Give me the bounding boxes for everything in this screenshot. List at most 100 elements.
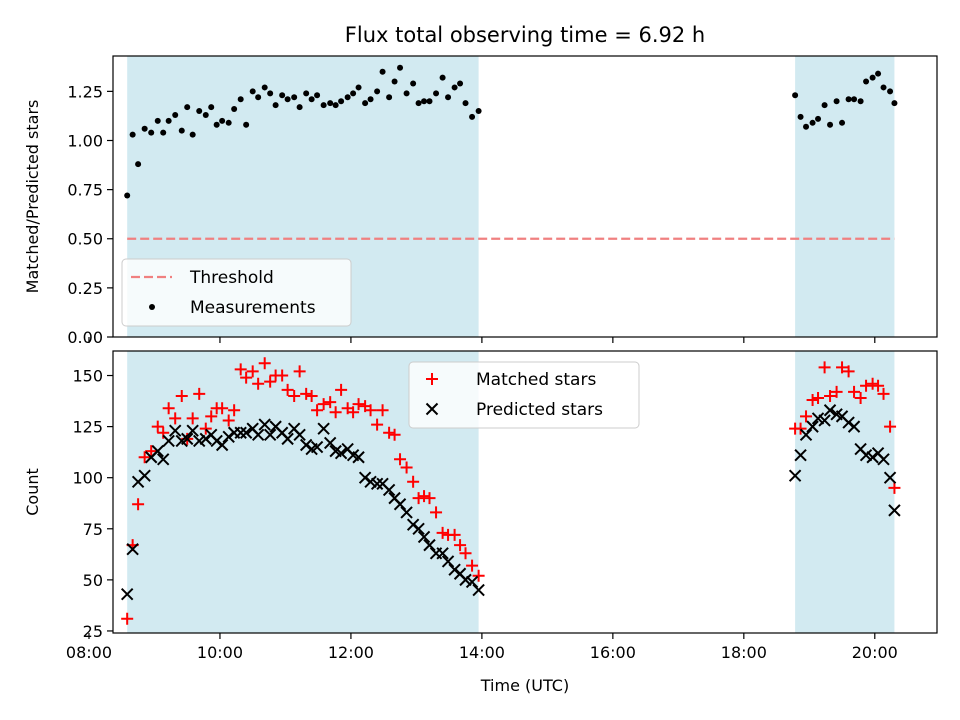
matched-star-point — [812, 392, 825, 404]
matched-star-point — [824, 389, 837, 402]
y-axis-label: Matched/Predicted stars — [23, 100, 42, 294]
matched-star-point — [293, 365, 306, 378]
predicted-star-point — [293, 428, 306, 441]
matched-star-point — [423, 492, 436, 505]
measurement-point — [154, 117, 161, 124]
predicted-star-point — [465, 575, 479, 589]
measurement-point — [875, 70, 882, 77]
matched-star-point — [186, 412, 199, 425]
measurement-point — [135, 161, 142, 168]
predicted-star-point — [436, 547, 449, 560]
measurement-point — [208, 104, 215, 111]
shaded-interval-1 — [795, 56, 895, 337]
predicted-star-point — [281, 432, 294, 446]
predicted-star-point — [393, 498, 407, 511]
legend-measurement-swatch — [149, 304, 155, 310]
measurement-point — [213, 121, 220, 128]
y-axis-label: Count — [23, 468, 42, 516]
measurement-point — [308, 96, 315, 103]
measurement-point — [202, 111, 209, 118]
matched-star-point — [430, 506, 443, 519]
matched-star-point — [132, 498, 145, 511]
matched-star-point — [145, 445, 158, 458]
measurement-point — [845, 96, 852, 103]
measurement-point — [426, 98, 433, 105]
y-tick-label: 0.00 — [67, 328, 103, 347]
measurement-point — [165, 117, 172, 124]
predicted-star-point — [441, 555, 455, 568]
legend-measurement-label: Measurements — [190, 298, 316, 318]
predicted-star-point — [263, 428, 277, 441]
matched-star-point — [175, 389, 188, 402]
measurement-point — [475, 108, 482, 115]
matched-star-point — [228, 404, 241, 417]
matched-star-point — [300, 387, 313, 400]
predicted-star-point — [162, 434, 175, 448]
y-tick-label: 0.25 — [67, 279, 103, 298]
matched-star-point — [466, 559, 479, 572]
predicted-star-point — [186, 424, 199, 437]
predicted-star-point — [788, 469, 802, 482]
matched-star-point — [459, 547, 472, 560]
measurement-point — [327, 100, 334, 107]
predicted-star-point — [888, 504, 901, 517]
legend-frame — [121, 258, 352, 327]
matched-star-point — [400, 461, 413, 474]
matched-star-point — [388, 428, 401, 441]
matched-star-point — [305, 389, 318, 402]
matched-star-point — [854, 392, 867, 404]
measurement-point — [827, 121, 834, 128]
y-tick-label: 0.50 — [67, 230, 103, 249]
predicted-star-point — [334, 446, 348, 460]
y-tick-label: 100 — [72, 469, 103, 488]
measurement-point — [314, 92, 321, 99]
measurement-point — [148, 129, 155, 136]
x-tick-label: 16:00 — [590, 643, 636, 662]
axes-frame — [112, 350, 938, 634]
measurement-point — [421, 98, 428, 105]
measurement-point — [189, 131, 196, 138]
matched-star-point — [364, 404, 377, 417]
matched-star-point — [205, 410, 218, 423]
y-tick-label: 125 — [72, 418, 103, 437]
predicted-star-point — [151, 444, 164, 458]
predicted-star-point — [400, 506, 413, 519]
matched-star-point — [448, 528, 461, 541]
measurement-point — [338, 98, 345, 105]
matched-star-point — [281, 383, 294, 396]
x-tick-label: 08:00 — [66, 643, 112, 662]
legend: Matched stars Predicted stars — [408, 361, 640, 429]
measurement-point — [129, 131, 136, 138]
matched-star-point — [169, 412, 182, 425]
measurement-point — [237, 96, 244, 103]
matched-star-point — [472, 569, 485, 582]
measurement-point — [255, 94, 262, 101]
measurement-point — [291, 94, 298, 101]
matched-star-point — [138, 451, 151, 464]
measurement-point — [350, 90, 357, 97]
predicted-star-point — [258, 418, 271, 431]
predicted-star-point — [323, 436, 337, 450]
y-tick-label: 75 — [83, 520, 103, 539]
matched-star-point — [888, 481, 901, 494]
predicted-star-point — [215, 438, 229, 452]
matched-star-point — [860, 379, 873, 392]
predicted-star-point — [883, 471, 897, 484]
measurement-point — [284, 96, 291, 103]
legend-matched-label: Matched stars — [476, 370, 596, 390]
measurement-point — [172, 111, 179, 118]
x-axis-label: Time (UTC) — [480, 676, 569, 695]
measurement-point — [261, 84, 268, 91]
measurement-point — [391, 78, 398, 85]
measurement-point — [839, 119, 846, 126]
measurement-point — [439, 74, 446, 81]
matched-star-point — [216, 402, 229, 415]
predicted-star-point — [877, 453, 890, 466]
measurement-point — [797, 113, 804, 120]
y-tick-label: 50 — [83, 571, 103, 590]
matched-star-point — [329, 406, 342, 419]
measurement-point — [410, 80, 417, 87]
y-tick-label: 1.00 — [67, 131, 103, 150]
matched-star-point — [412, 492, 425, 505]
predicted-star-point — [382, 483, 396, 497]
